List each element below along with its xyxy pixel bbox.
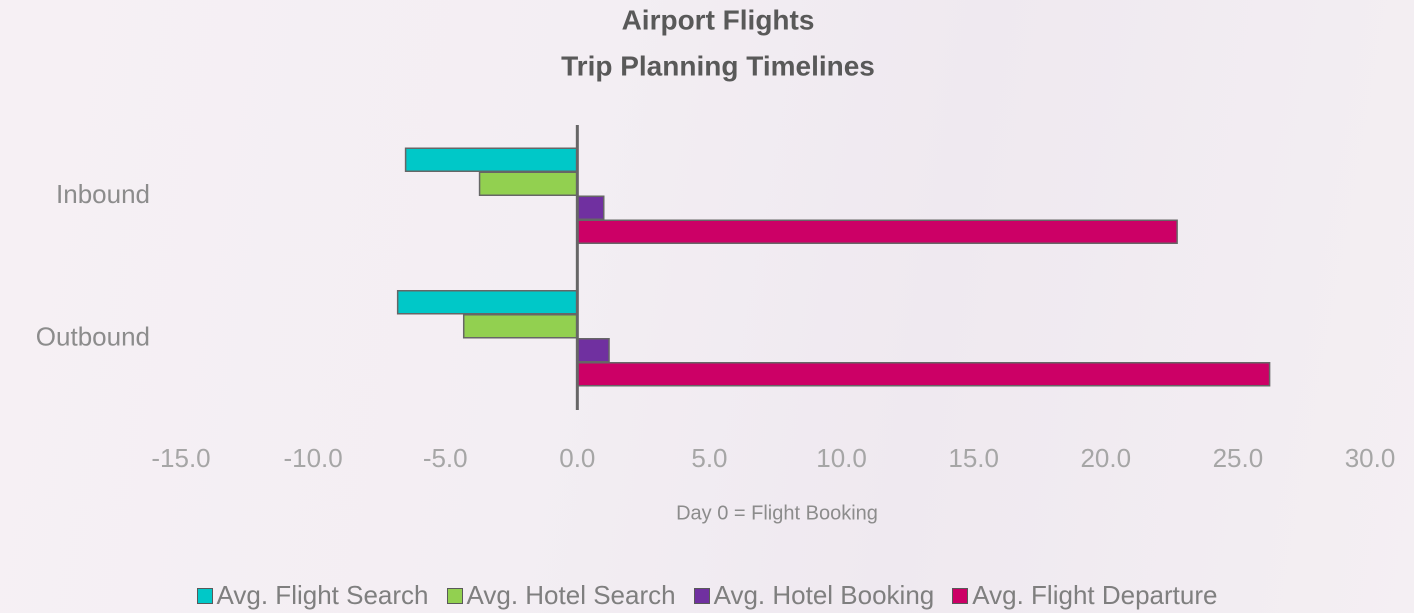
x-tick-label: 0.0 [559, 443, 595, 473]
x-tick-label: 25.0 [1213, 443, 1264, 473]
x-tick-label: 15.0 [948, 443, 999, 473]
page: {"chart_data": {"type": "hbar", "title":… [0, 0, 1414, 613]
legend-swatch [952, 588, 968, 604]
bar [577, 220, 1177, 243]
bar [406, 148, 578, 171]
legend-item: Avg. Flight Search [197, 580, 429, 611]
bar [577, 339, 609, 362]
x-tick-label: 30.0 [1345, 443, 1396, 473]
chart-subtitle: Trip Planning Timelines [561, 50, 875, 81]
y-tick-label: Inbound [56, 179, 150, 209]
bar [464, 315, 578, 338]
chart-title: Airport Flights [622, 4, 815, 35]
legend-swatch [197, 588, 213, 604]
x-tick-label: -15.0 [151, 443, 210, 473]
bar [577, 363, 1269, 386]
x-tick-label: 20.0 [1080, 443, 1131, 473]
legend-label: Avg. Flight Departure [972, 580, 1217, 611]
x-tick-label: 10.0 [816, 443, 867, 473]
legend-swatch [694, 588, 710, 604]
x-axis-label: Day 0 = Flight Booking [676, 502, 878, 524]
x-tick-label: -10.0 [283, 443, 342, 473]
legend-label: Avg. Hotel Search [467, 580, 676, 611]
bar [480, 172, 578, 195]
bar [398, 291, 578, 314]
legend-item: Avg. Flight Departure [952, 580, 1217, 611]
legend-item: Avg. Hotel Search [447, 580, 676, 611]
legend-label: Avg. Hotel Booking [714, 580, 935, 611]
legend-label: Avg. Flight Search [217, 580, 429, 611]
x-tick-label: 5.0 [691, 443, 727, 473]
bar [577, 196, 603, 219]
legend-swatch [447, 588, 463, 604]
legend-item: Avg. Hotel Booking [694, 580, 935, 611]
chart: Airport Flights Trip Planning Timelines … [0, 0, 1414, 613]
y-tick-label: Outbound [36, 322, 150, 352]
legend: Avg. Flight Search Avg. Hotel Search Avg. … [0, 580, 1414, 611]
x-tick-label: -5.0 [423, 443, 468, 473]
